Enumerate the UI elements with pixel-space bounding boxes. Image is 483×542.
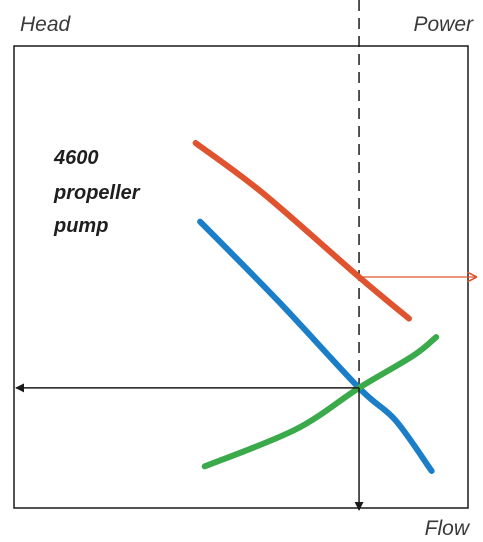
system-curve	[205, 337, 437, 466]
head-curve	[200, 222, 432, 471]
power-curve	[196, 143, 409, 319]
